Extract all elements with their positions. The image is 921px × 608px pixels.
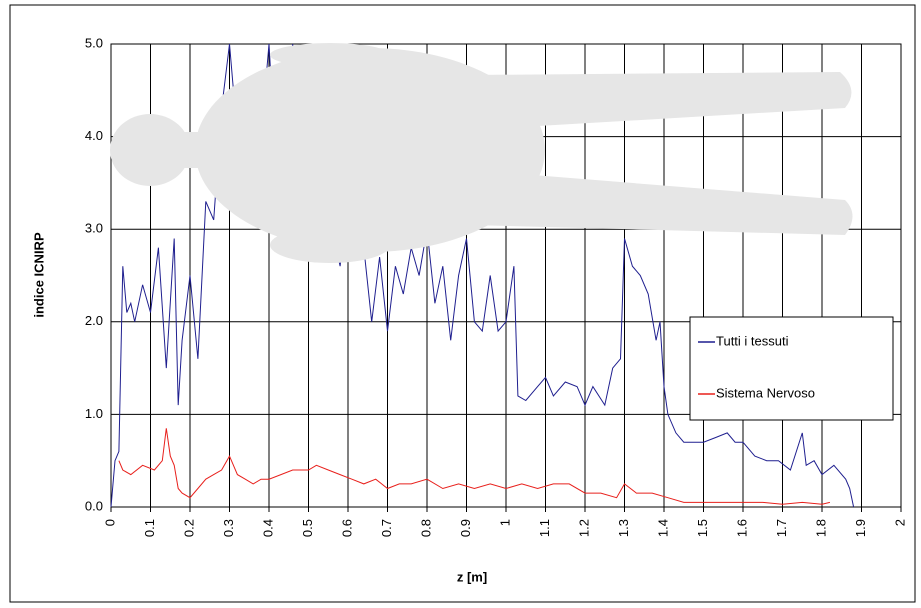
- y-tick-label: 2.0: [85, 313, 103, 328]
- x-tick-label: 2: [892, 519, 907, 526]
- x-tick-label: 0.4: [260, 519, 275, 537]
- y-tick-label: 5.0: [85, 35, 103, 50]
- x-tick-label: 0.2: [181, 519, 196, 537]
- x-tick-label: 1.7: [774, 519, 789, 537]
- x-tick-label: 0.7: [379, 519, 394, 537]
- x-axis-label: z [m]: [457, 569, 487, 584]
- x-tick-label: 1.5: [695, 519, 710, 537]
- y-tick-label: 3.0: [85, 221, 103, 236]
- x-tick-label: 1.3: [616, 519, 631, 537]
- x-tick-label: 0.3: [221, 519, 236, 537]
- series-line: [118, 428, 831, 505]
- x-tick-label: 1.4: [655, 519, 670, 537]
- x-tick-label: 0.9: [458, 519, 473, 537]
- legend-box: [689, 316, 894, 421]
- series-line: [110, 43, 855, 508]
- x-tick-label: 0.6: [339, 519, 354, 537]
- x-tick-label: 1.2: [576, 519, 591, 537]
- x-tick-label: 0.5: [300, 519, 315, 537]
- y-tick-label: 0.0: [85, 498, 103, 513]
- x-tick-label: 1.9: [853, 519, 868, 537]
- legend-label: Sistema Nervoso: [716, 385, 815, 400]
- x-tick-label: 1.6: [734, 519, 749, 537]
- y-tick-label: 1.0: [85, 406, 103, 421]
- x-tick-label: 0.1: [142, 519, 157, 537]
- legend-label: Tutti i tessuti: [716, 333, 789, 348]
- x-tick-label: 0.8: [418, 519, 433, 537]
- x-tick-label: 1.1: [537, 519, 552, 537]
- x-tick-label: 0: [102, 519, 117, 526]
- plot-frame: [110, 43, 902, 508]
- body-silhouette: [110, 43, 853, 263]
- y-tick-label: 4.0: [85, 128, 103, 143]
- x-tick-label: 1.8: [813, 519, 828, 537]
- x-tick-label: 1: [497, 519, 512, 526]
- y-axis-label: indice ICNIRP: [31, 232, 46, 318]
